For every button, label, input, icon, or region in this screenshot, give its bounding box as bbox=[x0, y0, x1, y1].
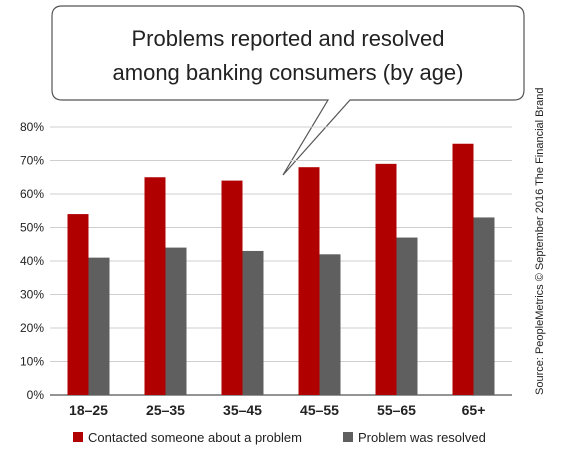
bar-resolved bbox=[165, 247, 187, 395]
bar-contacted bbox=[67, 214, 89, 395]
y-tick-label: 0% bbox=[27, 388, 45, 402]
gridlines bbox=[50, 126, 512, 396]
legend-swatch-resolved bbox=[343, 432, 353, 442]
x-tick-label: 25–35 bbox=[146, 402, 185, 418]
speech-bubble bbox=[51, 5, 525, 176]
x-tick-label: 55–65 bbox=[377, 402, 416, 418]
bars bbox=[67, 143, 495, 395]
x-tick-label: 65+ bbox=[462, 402, 486, 418]
y-tick-label: 50% bbox=[20, 221, 44, 235]
legend-swatch-contacted bbox=[73, 432, 83, 442]
y-tick-label: 70% bbox=[20, 154, 44, 168]
bar-resolved bbox=[242, 250, 264, 395]
y-tick-label: 10% bbox=[20, 355, 44, 369]
x-axis-categories: 18–25 25–35 35–45 45–55 55–65 65+ bbox=[69, 402, 485, 418]
x-tick-label: 45–55 bbox=[300, 402, 339, 418]
bar-resolved bbox=[473, 217, 495, 395]
y-axis-ticks: 0% 10% 20% 30% 40% 50% 60% 70% 80% bbox=[20, 120, 44, 402]
y-tick-label: 80% bbox=[20, 120, 44, 134]
bar-resolved bbox=[88, 257, 110, 395]
bar-contacted bbox=[221, 180, 243, 395]
legend-label-resolved: Problem was resolved bbox=[358, 430, 486, 445]
bar-contacted bbox=[452, 143, 474, 395]
title-callout: Problems reported and resolved among ban… bbox=[51, 5, 525, 176]
y-tick-label: 20% bbox=[20, 321, 44, 335]
y-tick-label: 60% bbox=[20, 187, 44, 201]
x-tick-label: 18–25 bbox=[69, 402, 108, 418]
chart-title-line-1: Problems reported and resolved bbox=[131, 26, 444, 51]
y-tick-label: 40% bbox=[20, 254, 44, 268]
y-tick-label: 30% bbox=[20, 288, 44, 302]
x-tick-label: 35–45 bbox=[223, 402, 262, 418]
bar-resolved bbox=[319, 254, 341, 395]
bar-contacted bbox=[144, 177, 166, 395]
source-note: Source: PeopleMetrics © September 2016 T… bbox=[534, 87, 546, 395]
bar-resolved bbox=[396, 237, 418, 395]
chart-title-line-2: among banking consumers (by age) bbox=[113, 60, 464, 85]
bar-contacted bbox=[375, 163, 397, 395]
bar-contacted bbox=[298, 167, 320, 395]
legend: Contacted someone about a problem Proble… bbox=[73, 430, 486, 445]
legend-label-contacted: Contacted someone about a problem bbox=[88, 430, 302, 445]
